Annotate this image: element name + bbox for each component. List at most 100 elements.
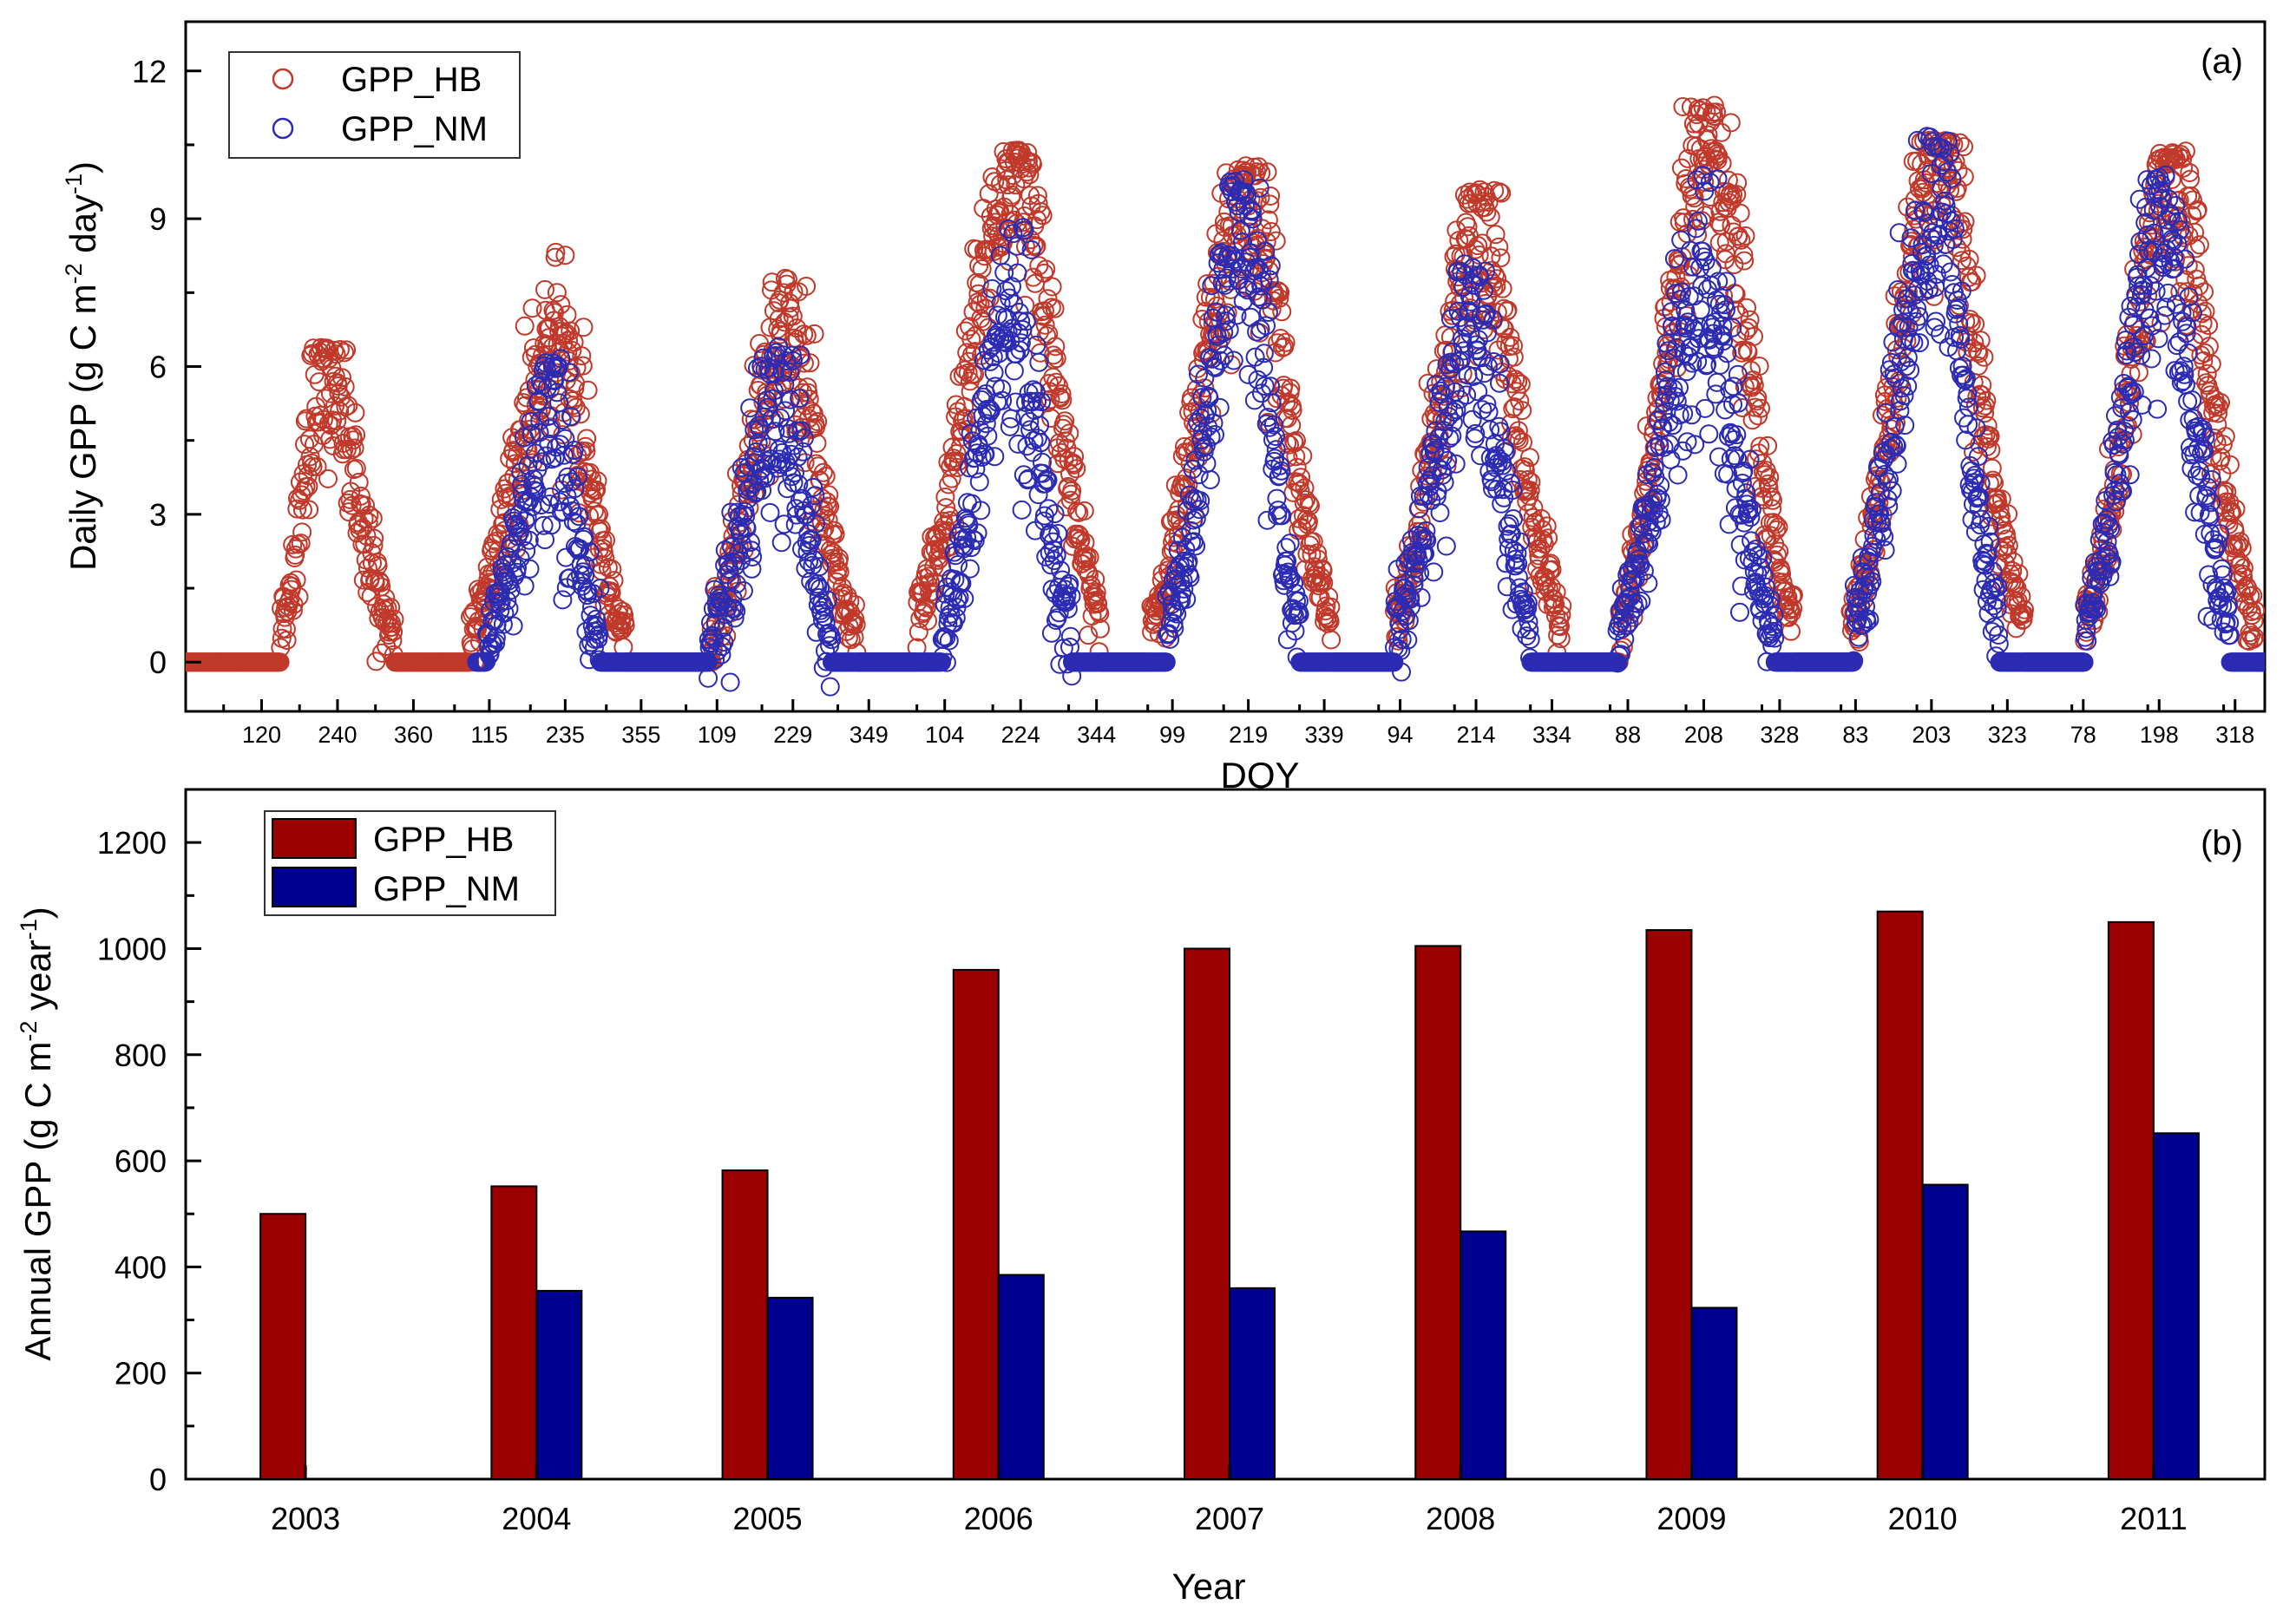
gpp-nm-point xyxy=(1399,611,1419,631)
gpp-nm-point xyxy=(1191,491,1210,511)
gpp-nm-point xyxy=(1204,357,1224,377)
gpp-nm-point xyxy=(1443,413,1463,432)
gpp-nm-point xyxy=(955,589,974,608)
gpp-hb-point xyxy=(1552,596,1572,616)
gpp-nm-point xyxy=(523,469,543,489)
gpp-nm-point xyxy=(1416,521,1436,540)
gpp-nm-point xyxy=(820,677,840,697)
gpp-hb-point xyxy=(2234,567,2253,587)
gpp-nm-point xyxy=(1483,310,1503,330)
gpp-nm-point xyxy=(520,559,540,579)
gpp-hb-point xyxy=(1537,516,1557,536)
gpp-nm-point xyxy=(777,479,797,499)
gpp-nm-point xyxy=(1224,350,1243,370)
gpp-hb-point xyxy=(1542,560,1562,580)
gpp-nm-point xyxy=(976,414,996,434)
gpp-nm-point xyxy=(1167,604,1187,624)
gpp-hb-point xyxy=(468,619,487,639)
gpp-hb-point xyxy=(346,459,366,478)
gpp-hb-point xyxy=(1486,225,1506,245)
gpp-hb-point xyxy=(1782,586,1802,606)
gpp-nm-point xyxy=(1454,254,1474,274)
gpp-nm-point xyxy=(486,633,506,653)
gpp-nm-point xyxy=(1506,556,1525,576)
gpp-nm-point xyxy=(1411,587,1431,607)
gpp-nm-point xyxy=(1276,538,1296,558)
gpp-hb-point xyxy=(544,311,564,331)
gpp-nm-point xyxy=(952,573,972,593)
gpp-hb-point xyxy=(1735,226,1755,246)
gpp-hb-point xyxy=(357,526,377,546)
gpp-hb-point xyxy=(2215,427,2235,447)
gpp-hb-point xyxy=(1959,249,1979,269)
gpp-nm-point xyxy=(1466,423,1486,443)
gpp-hb-point xyxy=(993,233,1013,253)
gpp-hb-point xyxy=(1978,416,1998,435)
gpp-nm-point xyxy=(1507,543,1527,563)
gpp-hb-point xyxy=(1256,232,1276,252)
gpp-hb-point xyxy=(570,404,590,424)
gpp-hb-point xyxy=(1041,409,1061,428)
gpp-hb-point xyxy=(1968,342,1988,362)
gpp-nm-point xyxy=(1247,322,1267,342)
gpp-hb-point xyxy=(1768,517,1788,537)
gpp-hb-point xyxy=(846,615,866,634)
gpp-hb-point xyxy=(1046,337,1066,357)
gpp-hb-point xyxy=(344,438,364,458)
gpp-nm-point xyxy=(1007,236,1027,256)
gpp-hb-point xyxy=(1059,423,1079,443)
gpp-nm-point xyxy=(978,426,998,446)
gpp-hb-point xyxy=(338,396,358,416)
gpp-hb-point xyxy=(292,500,312,520)
gpp-nm-point xyxy=(1006,392,1026,412)
gpp-hb-point xyxy=(2201,354,2221,374)
gpp-nm-point xyxy=(774,514,794,534)
gpp-hb-point xyxy=(1283,401,1302,420)
gpp-hb-point xyxy=(813,462,833,482)
gpp-nm-point xyxy=(1470,267,1490,287)
gpp-hb-point xyxy=(1048,376,1068,396)
gpp-hb-point xyxy=(1269,281,1289,301)
gpp-nm-point xyxy=(1259,270,1279,290)
gpp-nm-point xyxy=(801,495,821,515)
gpp-hb-point xyxy=(1726,285,1746,304)
gpp-hb-point xyxy=(2226,499,2246,519)
gpp-hb-point xyxy=(807,433,827,453)
gpp-hb-point xyxy=(1980,426,2000,446)
gpp-hb-point xyxy=(349,472,369,492)
gpp-hb-point xyxy=(359,505,379,525)
gpp-hb-point xyxy=(1277,433,1297,453)
gpp-nm-point xyxy=(1250,260,1269,280)
gpp-nm-point xyxy=(1216,305,1236,325)
gpp-hb-point xyxy=(1552,605,1571,625)
gpp-hb-point xyxy=(1545,594,1565,614)
gpp-nm-point xyxy=(499,599,519,619)
gpp-hb-point xyxy=(346,425,366,445)
gpp-hb-point xyxy=(1955,212,1975,232)
gpp-nm-point xyxy=(1243,201,1262,221)
gpp-nm-point xyxy=(723,588,743,608)
gpp-nm-point xyxy=(760,502,780,522)
gpp-nm-point xyxy=(589,625,608,645)
gpp-nm-point xyxy=(1202,276,1222,296)
gpp-hb-point xyxy=(574,318,594,337)
gpp-nm-point xyxy=(759,358,779,377)
gpp-nm-point xyxy=(1433,465,1453,485)
gpp-nm-point xyxy=(999,219,1019,239)
gpp-hb-point xyxy=(1270,283,1290,303)
gpp-hb-point xyxy=(1504,336,1523,356)
gpp-nm-point xyxy=(1061,586,1081,606)
gpp-hb-point xyxy=(547,283,567,303)
gpp-nm-point xyxy=(1016,311,1036,331)
gpp-hb-point xyxy=(601,583,621,603)
gpp-hb-point xyxy=(1028,193,1048,213)
gpp-hb-point xyxy=(1520,448,1539,468)
gpp-hb-point xyxy=(1721,113,1741,133)
gpp-nm-point xyxy=(548,358,568,378)
gpp-hb-point xyxy=(797,277,817,296)
gpp-nm-point xyxy=(726,601,746,621)
gpp-nm-point xyxy=(785,462,804,482)
gpp-hb-point xyxy=(282,576,302,596)
gpp-nm-point xyxy=(1049,603,1069,623)
gpp-nm-point xyxy=(519,530,539,550)
